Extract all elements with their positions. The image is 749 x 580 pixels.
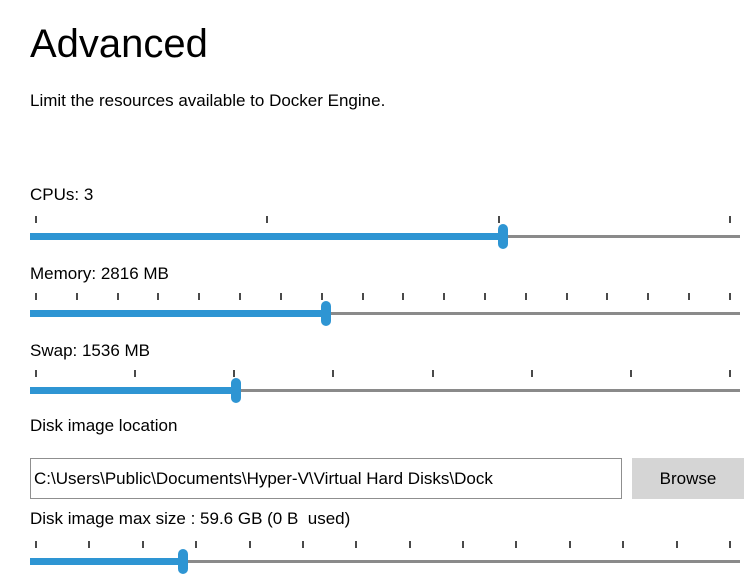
disk-max-size-label: Disk image max size : 59.6 GB (0 B used) <box>30 509 351 528</box>
memory-slider[interactable] <box>30 293 740 331</box>
tick-mark <box>402 293 405 300</box>
swap-label: Swap: 1536 MB <box>30 341 151 360</box>
tick-mark <box>233 370 236 377</box>
disk-tick-marks <box>35 541 731 548</box>
tick-mark <box>565 293 568 300</box>
tick-mark <box>606 293 609 300</box>
disk-slider-thumb[interactable] <box>177 549 188 574</box>
tick-mark <box>408 541 411 548</box>
swap-slider-track[interactable] <box>30 389 740 392</box>
tick-mark <box>116 293 119 300</box>
tick-mark <box>301 541 304 548</box>
tick-mark <box>728 216 731 223</box>
cpus-slider[interactable] <box>30 216 740 254</box>
tick-mark <box>530 370 533 377</box>
tick-mark <box>35 370 37 377</box>
tick-mark <box>279 293 282 300</box>
tick-mark <box>35 541 37 548</box>
tick-mark <box>483 293 486 300</box>
tick-mark <box>332 370 335 377</box>
tick-mark <box>35 293 37 300</box>
disk-image-location-input[interactable] <box>30 458 622 499</box>
swap-slider-fill <box>30 387 236 394</box>
disk-slider-fill <box>30 558 183 565</box>
tick-mark <box>431 370 434 377</box>
swap-tick-marks <box>35 370 731 377</box>
tick-mark <box>239 293 242 300</box>
tick-mark <box>35 216 37 223</box>
tick-mark <box>515 541 518 548</box>
tick-mark <box>675 541 678 548</box>
memory-label: Memory: 2816 MB <box>30 264 169 283</box>
tick-mark <box>320 293 323 300</box>
tick-mark <box>88 541 91 548</box>
tick-mark <box>524 293 527 300</box>
tick-mark <box>728 293 731 300</box>
tick-mark <box>647 293 650 300</box>
cpus-slider-thumb[interactable] <box>497 224 508 249</box>
tick-mark <box>568 541 571 548</box>
cpus-label: CPUs: 3 <box>30 185 94 204</box>
tick-mark <box>266 216 269 223</box>
disk-max-size-slider[interactable] <box>30 541 740 579</box>
page-title: Advanced <box>30 22 208 66</box>
tick-mark <box>462 541 464 548</box>
tick-mark <box>198 293 201 300</box>
tick-mark <box>728 541 731 548</box>
memory-slider-fill <box>30 310 327 317</box>
page-subtitle: Limit the resources available to Docker … <box>30 91 386 110</box>
tick-mark <box>443 293 446 300</box>
tick-mark <box>134 370 137 377</box>
tick-mark <box>622 541 625 548</box>
tick-mark <box>75 293 78 300</box>
swap-slider[interactable] <box>30 370 740 408</box>
tick-mark <box>195 541 198 548</box>
cpus-slider-fill <box>30 233 503 240</box>
cpus-tick-marks <box>35 216 731 223</box>
tick-mark <box>355 541 358 548</box>
memory-slider-track[interactable] <box>30 312 740 315</box>
tick-mark <box>248 541 251 548</box>
tick-mark <box>361 293 364 300</box>
tick-mark <box>141 541 144 548</box>
swap-slider-thumb[interactable] <box>230 378 241 403</box>
memory-tick-marks <box>35 293 731 300</box>
tick-mark <box>497 216 500 223</box>
tick-mark <box>629 370 632 377</box>
tick-mark <box>728 370 731 377</box>
disk-image-location-label: Disk image location <box>30 416 178 435</box>
memory-slider-thumb[interactable] <box>321 301 332 326</box>
tick-mark <box>688 293 690 300</box>
disk-slider-track[interactable] <box>30 560 740 563</box>
browse-button[interactable]: Browse <box>632 458 744 499</box>
tick-mark <box>157 293 160 300</box>
